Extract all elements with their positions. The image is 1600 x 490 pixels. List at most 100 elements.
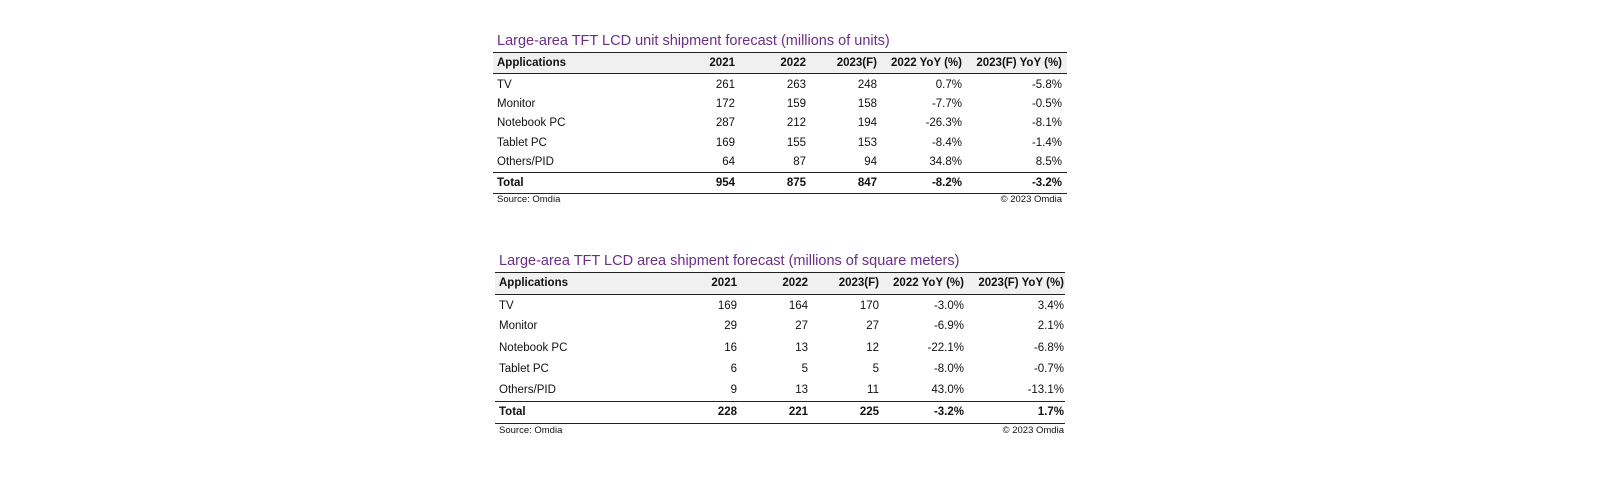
cell: TV <box>497 79 512 91</box>
rule <box>493 52 1067 53</box>
cell: 212 <box>786 117 806 129</box>
total-cell: 875 <box>786 177 806 189</box>
cell: 153 <box>857 137 877 149</box>
cell: 16 <box>724 342 737 354</box>
cell: 43.0% <box>931 384 964 396</box>
cell: 94 <box>864 156 877 168</box>
cell: Tablet PC <box>499 363 549 375</box>
cell: Others/PID <box>499 384 556 396</box>
column-header: 2021 <box>709 57 735 69</box>
cell: 5 <box>872 363 879 375</box>
column-header: Applications <box>497 57 567 69</box>
cell: 263 <box>786 79 806 91</box>
cell: 3.4% <box>1037 300 1064 312</box>
cell: Monitor <box>499 320 538 332</box>
column-header: 2022 YoY (%) <box>893 277 964 289</box>
total-cell: 954 <box>715 177 735 189</box>
cell: 2.1% <box>1037 320 1064 332</box>
source-note: Source: Omdia <box>497 194 561 205</box>
cell: 194 <box>857 117 877 129</box>
rule <box>493 172 1067 173</box>
cell: 64 <box>722 156 735 168</box>
cell: -26.3% <box>925 117 962 129</box>
rule <box>495 401 1065 402</box>
total-cell: 225 <box>859 406 879 418</box>
rule <box>495 423 1065 424</box>
cell: 12 <box>866 342 879 354</box>
cell: 9 <box>730 384 737 396</box>
header-band <box>493 52 1067 73</box>
cell: -8.4% <box>931 137 962 149</box>
column-header: 2022 YoY (%) <box>891 57 962 69</box>
cell: 87 <box>793 156 806 168</box>
cell: -6.8% <box>1033 342 1064 354</box>
cell: 155 <box>786 137 806 149</box>
cell: 261 <box>715 79 735 91</box>
cell: -3.0% <box>933 300 964 312</box>
cell: -5.8% <box>1031 79 1062 91</box>
copyright: © 2023 Omdia <box>1000 194 1062 205</box>
cell: Tablet PC <box>497 137 547 149</box>
column-header: 2023(F) <box>838 277 879 289</box>
cell: -7.7% <box>931 98 962 110</box>
cell: 29 <box>724 320 737 332</box>
table-title: Large-area TFT LCD unit shipment forecas… <box>497 33 890 49</box>
cell: 13 <box>795 342 808 354</box>
cell: 27 <box>795 320 808 332</box>
total-cell: -3.2% <box>933 406 964 418</box>
cell: 164 <box>788 300 808 312</box>
table-title: Large-area TFT LCD area shipment forecas… <box>499 253 960 269</box>
cell: 170 <box>859 300 879 312</box>
header-band <box>495 272 1065 294</box>
cell: 169 <box>717 300 737 312</box>
cell: -8.1% <box>1031 117 1062 129</box>
cell: -0.7% <box>1033 363 1064 375</box>
rule <box>495 272 1065 273</box>
total-cell: -8.2% <box>931 177 962 189</box>
total-cell: 221 <box>788 406 808 418</box>
cell: 158 <box>857 98 877 110</box>
cell: 172 <box>715 98 735 110</box>
cell: 34.8% <box>929 156 962 168</box>
cell: -6.9% <box>933 320 964 332</box>
cell: 27 <box>866 320 879 332</box>
cell: -0.5% <box>1031 98 1062 110</box>
total-cell: Total <box>497 177 524 189</box>
column-header: 2022 <box>780 57 806 69</box>
total-cell: Total <box>499 406 526 418</box>
column-header: 2023(F) YoY (%) <box>976 57 1062 69</box>
cell: 13 <box>795 384 808 396</box>
cell: 287 <box>715 117 735 129</box>
cell: 0.7% <box>935 79 962 91</box>
cell: Others/PID <box>497 156 554 168</box>
cell: Notebook PC <box>499 342 568 354</box>
copyright: © 2023 Omdia <box>1002 425 1064 436</box>
cell: 11 <box>867 384 879 396</box>
column-header: 2022 <box>782 277 808 289</box>
cell: 6 <box>730 363 737 375</box>
cell: TV <box>499 300 514 312</box>
cell: Notebook PC <box>497 117 566 129</box>
total-cell: 847 <box>857 177 877 189</box>
cell: 169 <box>715 137 735 149</box>
cell: Monitor <box>497 98 536 110</box>
cell: -22.1% <box>927 342 964 354</box>
cell: 8.5% <box>1035 156 1062 168</box>
rule <box>493 73 1067 74</box>
total-cell: -3.2% <box>1031 177 1062 189</box>
column-header: Applications <box>499 277 569 289</box>
cell: -8.0% <box>933 363 964 375</box>
cell: -1.4% <box>1031 137 1062 149</box>
cell: 159 <box>786 98 806 110</box>
column-header: 2023(F) YoY (%) <box>978 277 1064 289</box>
rule <box>493 193 1067 194</box>
total-cell: 1.7% <box>1037 406 1064 418</box>
cell: 248 <box>857 79 877 91</box>
cell: 5 <box>801 363 808 375</box>
total-cell: 228 <box>717 406 737 418</box>
rule <box>495 294 1065 295</box>
cell: -13.1% <box>1027 384 1064 396</box>
source-note: Source: Omdia <box>499 425 563 436</box>
column-header: 2021 <box>711 277 737 289</box>
